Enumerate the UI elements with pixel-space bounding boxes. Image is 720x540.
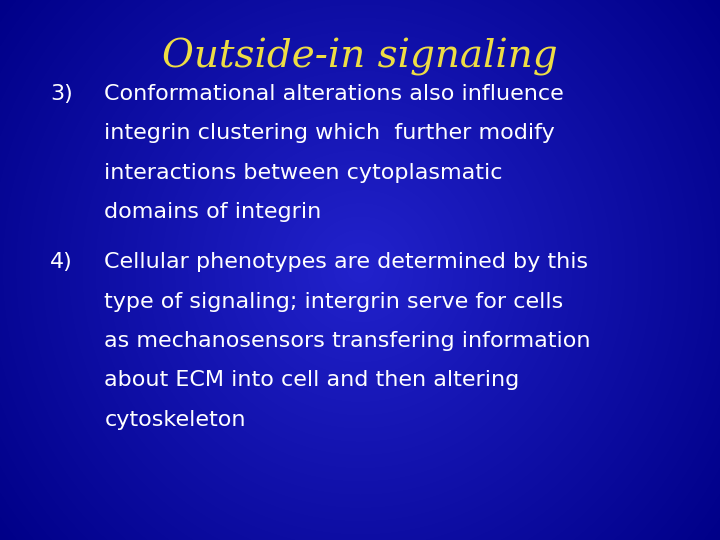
Text: domains of integrin: domains of integrin (104, 202, 322, 222)
Text: about ECM into cell and then altering: about ECM into cell and then altering (104, 370, 520, 390)
Text: cytoskeleton: cytoskeleton (104, 410, 246, 430)
Text: Outside-in signaling: Outside-in signaling (162, 38, 558, 76)
Text: 4): 4) (50, 252, 73, 272)
Text: Conformational alterations also influence: Conformational alterations also influenc… (104, 84, 564, 104)
Text: Cellular phenotypes are determined by this: Cellular phenotypes are determined by th… (104, 252, 588, 272)
Text: 3): 3) (50, 84, 73, 104)
Text: integrin clustering which  further modify: integrin clustering which further modify (104, 123, 555, 143)
Text: interactions between cytoplasmatic: interactions between cytoplasmatic (104, 163, 503, 183)
Text: as mechanosensors transfering information: as mechanosensors transfering informatio… (104, 331, 591, 351)
Text: type of signaling; intergrin serve for cells: type of signaling; intergrin serve for c… (104, 292, 564, 312)
